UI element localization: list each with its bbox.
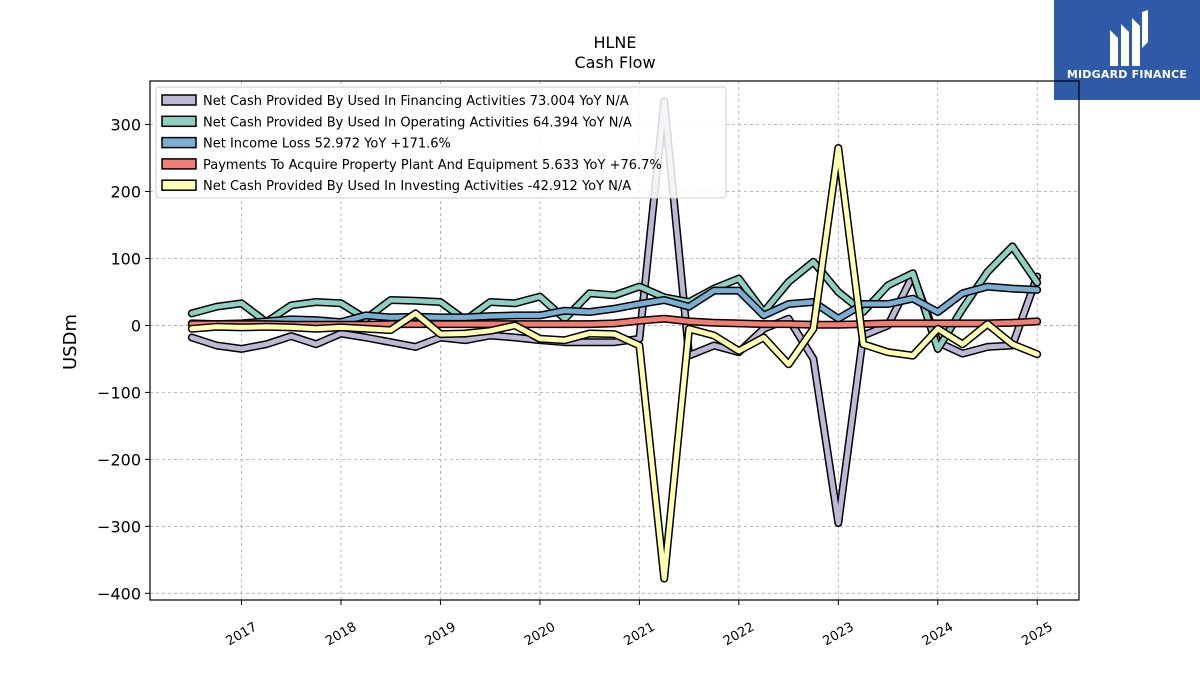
legend-swatch bbox=[161, 115, 197, 128]
legend-entry: Net Cash Provided By Used In Investing A… bbox=[203, 179, 631, 194]
legend-entry: Net Income Loss 52.972 YoY +171.6% bbox=[203, 137, 451, 152]
brand-logo: MIDGARD FINANCE bbox=[1054, 0, 1200, 100]
series-line-5 bbox=[189, 145, 1040, 582]
legend-entry: Net Cash Provided By Used In Operating A… bbox=[203, 115, 632, 130]
x-tick-label: 2019 bbox=[423, 620, 459, 650]
x-tick-label: 2020 bbox=[522, 620, 558, 650]
x-tick-label: 2023 bbox=[820, 620, 856, 650]
x-tick-label: 2021 bbox=[622, 620, 658, 650]
chart-subtitle: Cash Flow bbox=[574, 53, 655, 72]
series-layer bbox=[187, 97, 1042, 583]
y-axis-label: USDm bbox=[60, 314, 81, 370]
logo-text: MIDGARD FINANCE bbox=[1066, 68, 1188, 81]
x-tick-label: 2024 bbox=[920, 620, 956, 650]
legend-entry: Net Cash Provided By Used In Financing A… bbox=[203, 94, 629, 109]
legend-swatch bbox=[161, 158, 197, 170]
y-tick-label: −300 bbox=[97, 517, 141, 536]
chart-title: HLNE bbox=[593, 33, 636, 52]
series-line-2 bbox=[189, 243, 1040, 352]
legend-box bbox=[155, 86, 727, 199]
legend-swatch bbox=[161, 94, 197, 106]
y-tick-label: 200 bbox=[110, 182, 141, 201]
x-tick-label: 2025 bbox=[1019, 620, 1055, 650]
legend-entry: Payments To Acquire Property Plant And E… bbox=[203, 158, 662, 173]
y-tick-label: −200 bbox=[97, 450, 141, 469]
y-tick-label: −100 bbox=[97, 383, 141, 402]
y-tick-label: −400 bbox=[97, 584, 141, 603]
y-tick-label: 100 bbox=[110, 249, 141, 268]
series-line-1 bbox=[189, 98, 1040, 526]
logo-mark-icon bbox=[1110, 10, 1148, 66]
legend-swatch bbox=[161, 179, 197, 191]
legend-swatch bbox=[161, 136, 197, 149]
plot-frame bbox=[149, 80, 1080, 601]
series-outline-5 bbox=[187, 144, 1042, 583]
y-tick-label: 0 bbox=[131, 316, 141, 335]
y-tick-label: 300 bbox=[110, 116, 141, 135]
x-tick-label: 2017 bbox=[224, 620, 260, 650]
x-tick-label: 2018 bbox=[323, 620, 359, 650]
legend: Net Cash Provided By Used In Financing A… bbox=[155, 86, 727, 199]
x-tick-label: 2022 bbox=[721, 620, 757, 650]
